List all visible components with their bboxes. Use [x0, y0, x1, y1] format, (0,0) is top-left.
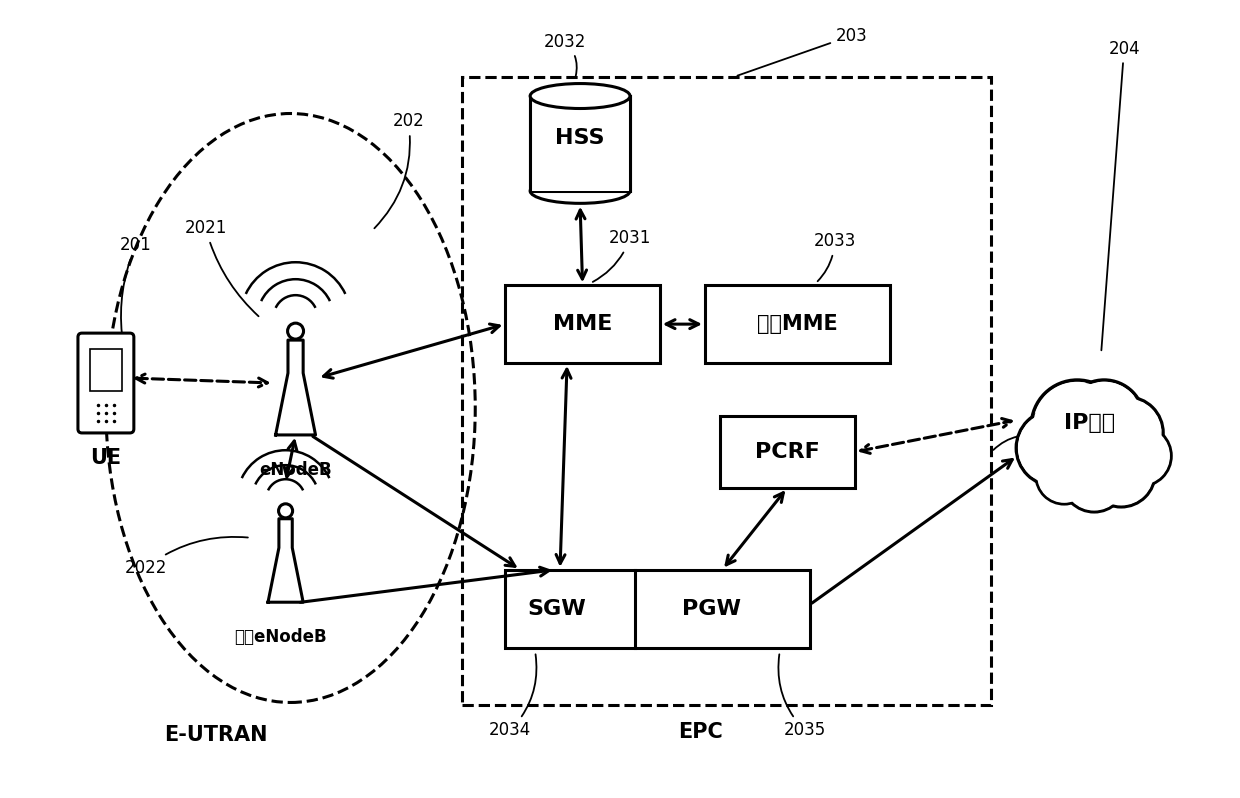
Circle shape	[1038, 449, 1090, 502]
Circle shape	[1017, 410, 1092, 486]
Text: 其它eNodeB: 其它eNodeB	[234, 627, 327, 646]
Circle shape	[1066, 382, 1142, 457]
Text: 其它MME: 其它MME	[756, 314, 837, 334]
Text: PGW: PGW	[682, 598, 742, 618]
Circle shape	[1087, 439, 1156, 507]
Text: MME: MME	[553, 314, 613, 334]
Text: 2033: 2033	[813, 232, 856, 281]
FancyBboxPatch shape	[78, 333, 134, 433]
Text: SGW: SGW	[528, 598, 587, 618]
Text: 2031: 2031	[593, 229, 651, 282]
FancyBboxPatch shape	[91, 349, 122, 391]
Text: IP业务: IP业务	[1064, 413, 1115, 433]
Circle shape	[1111, 426, 1171, 486]
Polygon shape	[720, 416, 854, 488]
Text: eNodeB: eNodeB	[259, 461, 332, 479]
Circle shape	[1018, 413, 1090, 484]
Text: 204: 204	[1101, 40, 1140, 350]
Ellipse shape	[288, 323, 304, 339]
Text: 2036: 2036	[993, 429, 1065, 450]
Polygon shape	[505, 285, 660, 363]
Text: EPC: EPC	[678, 722, 723, 742]
Text: 2021: 2021	[185, 219, 259, 316]
Text: 203: 203	[738, 26, 868, 76]
Ellipse shape	[531, 179, 630, 203]
Text: 201: 201	[120, 236, 151, 346]
Circle shape	[1091, 397, 1163, 469]
Text: 2035: 2035	[779, 654, 826, 740]
Circle shape	[1034, 383, 1121, 469]
Ellipse shape	[531, 84, 630, 109]
Circle shape	[1063, 448, 1126, 512]
Circle shape	[1089, 441, 1153, 505]
Polygon shape	[268, 519, 303, 602]
Polygon shape	[275, 340, 315, 435]
Circle shape	[1094, 399, 1161, 467]
Text: E-UTRAN: E-UTRAN	[164, 725, 268, 745]
Ellipse shape	[279, 504, 293, 518]
Text: UE: UE	[91, 448, 122, 468]
Polygon shape	[531, 96, 630, 191]
Text: 2032: 2032	[544, 33, 587, 76]
Circle shape	[1064, 450, 1125, 510]
Polygon shape	[704, 285, 889, 363]
Circle shape	[1032, 380, 1123, 472]
Circle shape	[1037, 448, 1092, 504]
Text: 2034: 2034	[489, 654, 537, 740]
Text: 2022: 2022	[125, 537, 248, 577]
Text: HSS: HSS	[556, 128, 605, 148]
Text: PCRF: PCRF	[755, 442, 820, 462]
Text: 202: 202	[374, 113, 424, 228]
Circle shape	[1064, 380, 1145, 460]
Polygon shape	[505, 570, 810, 647]
Circle shape	[1114, 428, 1169, 484]
